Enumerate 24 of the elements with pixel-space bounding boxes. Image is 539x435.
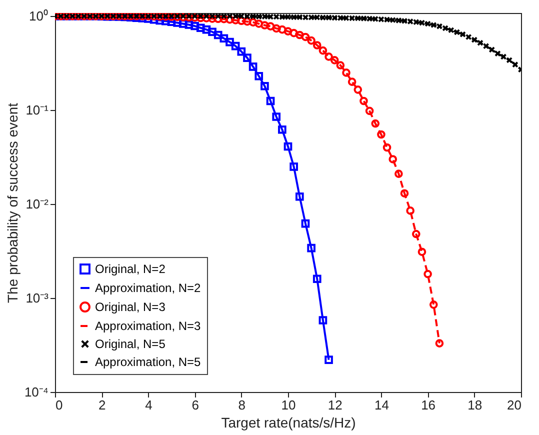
y-axis-title: The probability of success event: [4, 102, 20, 303]
x-tick-label: 20: [507, 398, 522, 412]
y-tick-label: 10⁻⁴: [24, 384, 48, 400]
y-tick-label: 10⁰: [29, 8, 48, 24]
x-tick-label: 0: [56, 398, 63, 412]
x-tick-label: 6: [192, 398, 199, 412]
legend-label: Approximation, N=3: [95, 319, 202, 333]
x-tick-label: 12: [328, 398, 342, 412]
legend-label: Original, N=2: [95, 262, 166, 276]
y-tick-label: 10⁻³: [26, 290, 50, 306]
x-tick-label: 14: [374, 398, 389, 412]
x-tick-label: 2: [98, 398, 106, 412]
legend-label: Approximation, N=2: [95, 281, 202, 295]
y-tick-label: 10⁻¹: [26, 102, 50, 118]
x-tick-label: 16: [421, 398, 436, 412]
x-tick-label: 10: [281, 398, 296, 412]
x-tick-label: 18: [468, 398, 482, 412]
x-axis-title: Target rate(nats/s/Hz): [221, 414, 356, 430]
legend-label: Original, N=5: [95, 337, 166, 351]
x-tick-label: 8: [238, 398, 246, 412]
legend-label: Approximation, N=5: [95, 355, 202, 369]
legend-label: Original, N=3: [95, 300, 166, 314]
y-tick-label: 10⁻²: [26, 196, 50, 212]
x-tick-label: 4: [145, 398, 152, 412]
